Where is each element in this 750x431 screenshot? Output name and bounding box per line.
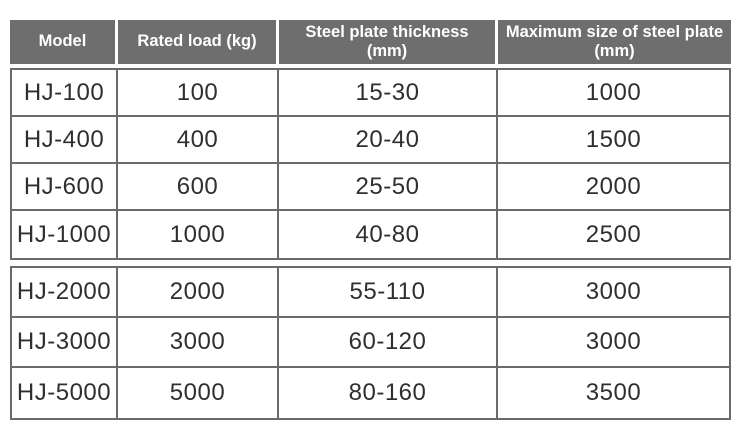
table-cell: 25-50: [279, 164, 498, 211]
table-cell: 15-30: [279, 70, 498, 117]
header-plate-thickness: Steel plate thickness (mm): [279, 20, 498, 64]
header-max-plate-size: Maximum size of steel plate (mm): [498, 20, 731, 64]
table-cell: 100: [118, 70, 279, 117]
header-rated-load: Rated load (kg): [118, 20, 279, 64]
table-cell: 20-40: [279, 117, 498, 164]
table-cell: HJ-1000: [12, 211, 118, 258]
table-cell: HJ-100: [12, 70, 118, 117]
table-row: HJ-1000 1000 40-80 2500: [12, 211, 729, 258]
table-cell: 80-160: [279, 368, 498, 418]
table-cell: HJ-600: [12, 164, 118, 211]
table-cell: HJ-3000: [12, 318, 118, 368]
table-cell: 3000: [498, 318, 729, 368]
table-cell: 3000: [118, 318, 279, 368]
table-cell: HJ-5000: [12, 368, 118, 418]
table-cell: 60-120: [279, 318, 498, 368]
table-cell: 55-110: [279, 268, 498, 318]
table-cell: 3000: [498, 268, 729, 318]
table-cell: 1500: [498, 117, 729, 164]
header-model: Model: [10, 20, 118, 64]
table-header-row: Model Rated load (kg) Steel plate thickn…: [10, 20, 731, 64]
table-cell: 400: [118, 117, 279, 164]
table-cell: HJ-2000: [12, 268, 118, 318]
table-row: HJ-600 600 25-50 2000: [12, 164, 729, 211]
table-cell: 40-80: [279, 211, 498, 258]
table-cell: HJ-400: [12, 117, 118, 164]
table-row: HJ-2000 2000 55-110 3000: [12, 268, 729, 318]
table-cell: 1000: [118, 211, 279, 258]
table-cell: 3500: [498, 368, 729, 418]
table-row: HJ-5000 5000 80-160 3500: [12, 368, 729, 418]
table-body-section-2: HJ-2000 2000 55-110 3000 HJ-3000 3000 60-120 30…: [10, 266, 731, 420]
table-row: HJ-100 100 15-30 1000: [12, 70, 729, 117]
table-row: HJ-400 400 20-40 1500: [12, 117, 729, 164]
table-cell: 600: [118, 164, 279, 211]
specification-table: Model Rated load (kg) Steel plate thickn…: [10, 20, 731, 420]
table-cell: 1000: [498, 70, 729, 117]
table-row: HJ-3000 3000 60-120 3000: [12, 318, 729, 368]
table-cell: 2000: [118, 268, 279, 318]
table-cell: 5000: [118, 368, 279, 418]
table-cell: 2500: [498, 211, 729, 258]
table-cell: 2000: [498, 164, 729, 211]
table-body-section-1: HJ-100 100 15-30 1000 HJ-400 400 20-40 1500 HJ-6…: [10, 68, 731, 260]
